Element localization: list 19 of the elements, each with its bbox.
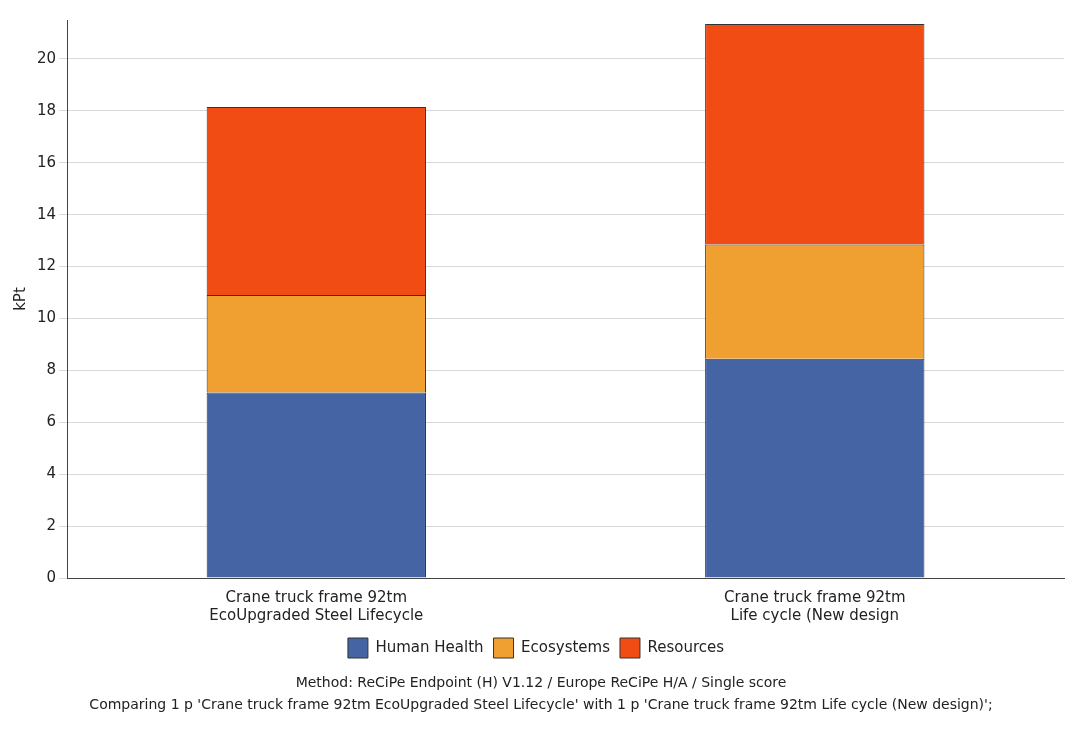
y-tick-label: 18 [36, 100, 57, 119]
y-tick-label: 20 [36, 48, 57, 67]
text: Method: ReCiPe Endpoint (H) V1.12 / Europe ReCiPe H/A / Single score [294, 674, 788, 690]
y-tick-label: 2 [46, 515, 57, 534]
legend-label: Resources [647, 637, 725, 656]
y-tick-label: 4 [46, 464, 57, 483]
x-tick-label: Crane truck frame 92tm Life cycle (New design [724, 587, 906, 624]
y-tick-label: 14 [36, 204, 57, 223]
x-tick-label: Crane truck frame 92tm EcoUpgraded Steel Lifecycle [209, 587, 424, 624]
y-tick-label: 8 [46, 360, 57, 379]
y-tick-label: 16 [36, 152, 57, 171]
legend-label: Human Health [375, 637, 484, 656]
y-tick-label: 0 [46, 567, 57, 586]
text: Comparing 1 p 'Crane truck frame 92tm EcoUpgraded Steel Lifecycle' with 1 p 'Crane truck frame 92tm Life cycle (New design)'; [88, 696, 994, 712]
y-tick-label: 10 [36, 308, 57, 327]
y-tick-label: 12 [36, 256, 57, 275]
y-tick-label: 6 [46, 412, 57, 431]
y-axis-title: kPt [10, 287, 29, 311]
legend-label: Ecosystems [521, 637, 611, 656]
